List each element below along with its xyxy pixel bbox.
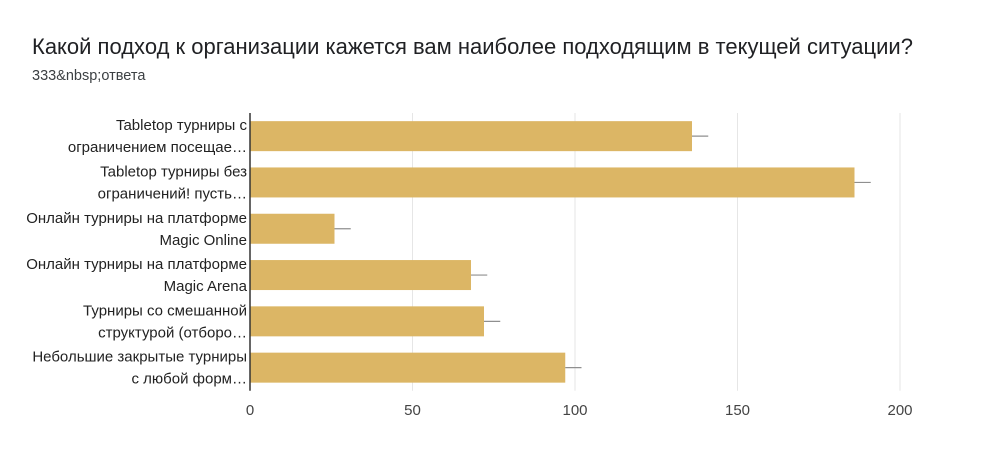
bar — [250, 121, 692, 152]
x-tick-label: 100 — [562, 402, 587, 419]
category-label: с любой форм… — [132, 371, 248, 388]
category-label: Онлайн турниры на платформе — [26, 256, 247, 273]
category-label: Magic Online — [159, 232, 247, 249]
bar — [250, 260, 471, 291]
category-label: Tabletop турниры с — [116, 117, 248, 134]
chart-title: Какой подход к организации кажется вам н… — [32, 34, 913, 59]
category-label: Tabletop турниры без — [100, 163, 247, 180]
category-label: ограничением посещае… — [68, 139, 247, 156]
response-count: 333&nbsp;ответа — [32, 68, 146, 84]
x-tick-label: 200 — [887, 402, 912, 419]
category-label: структурой (отборо… — [98, 324, 247, 341]
bar — [250, 167, 855, 198]
x-tick-label: 0 — [246, 402, 254, 419]
category-label: Турниры со смешанной — [83, 302, 247, 319]
bar — [250, 352, 566, 383]
x-tick-label: 50 — [404, 402, 421, 419]
category-label: Небольшие закрытые турниры — [32, 349, 247, 366]
x-tick-label: 150 — [725, 402, 750, 419]
bar — [250, 306, 484, 337]
category-label: Magic Arena — [164, 278, 248, 295]
category-label: ограничений! пусть… — [98, 185, 247, 202]
category-label: Онлайн турниры на платформе — [26, 210, 247, 227]
bar — [250, 213, 335, 244]
